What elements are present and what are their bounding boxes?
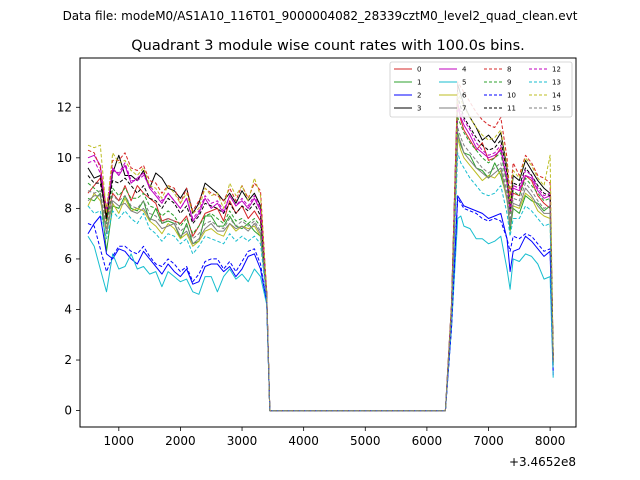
- series-line-13: [87, 152, 554, 412]
- legend-label-9: 9: [507, 79, 511, 87]
- series-line-7: [87, 134, 554, 412]
- series-line-5: [87, 215, 554, 412]
- y-tick-label: 10: [57, 151, 72, 165]
- series-line-8: [87, 81, 554, 412]
- x-tick-label: 5000: [350, 434, 381, 448]
- series-line-3: [87, 84, 554, 412]
- series-line-9: [87, 116, 554, 412]
- figure-suptitle: Data file: modeM0/AS1A10_116T01_90000040…: [63, 9, 578, 23]
- series-line-4: [87, 106, 554, 412]
- legend-label-6: 6: [462, 92, 467, 100]
- series-line-12: [87, 104, 554, 412]
- plot-frame: [79, 57, 577, 428]
- legend-label-13: 13: [552, 79, 561, 87]
- legend-label-2: 2: [417, 92, 421, 100]
- x-tick-label: 7000: [473, 434, 504, 448]
- series-layer: [87, 81, 554, 412]
- y-tick-label: 0: [64, 404, 72, 418]
- legend-label-4: 4: [462, 66, 467, 74]
- chart-title: Quadrant 3 module wise count rates with …: [131, 38, 525, 54]
- legend-label-11: 11: [507, 105, 516, 113]
- legend-box: [389, 61, 573, 118]
- legend-label-12: 12: [552, 66, 561, 74]
- x-tick-label: 1000: [104, 434, 135, 448]
- legend-label-8: 8: [507, 66, 511, 74]
- y-axis: 0 2 4 6 8 10 12: [57, 100, 80, 418]
- legend-label-10: 10: [507, 92, 516, 100]
- x-offset-label: +3.4652e8: [509, 455, 576, 469]
- x-tick-label: 3000: [227, 434, 258, 448]
- x-tick-label: 6000: [412, 434, 443, 448]
- series-line-2: [87, 195, 554, 412]
- x-tick-label: 2000: [165, 434, 196, 448]
- x-tick-label: 8000: [535, 434, 566, 448]
- x-axis: 1000 2000 3000 4000 5000 6000 7000 8000: [104, 427, 566, 448]
- legend-label-1: 1: [417, 79, 421, 87]
- y-tick-label: 12: [57, 100, 72, 114]
- series-line-14: [87, 91, 554, 412]
- series-line-6: [87, 137, 554, 412]
- legend-label-3: 3: [417, 105, 421, 113]
- y-tick-label: 2: [64, 353, 72, 367]
- y-tick-label: 6: [64, 252, 72, 266]
- legend-label-7: 7: [462, 105, 466, 113]
- legend-label-15: 15: [552, 105, 561, 113]
- y-tick-label: 8: [64, 201, 72, 215]
- y-tick-label: 4: [64, 302, 72, 316]
- legend-label-14: 14: [552, 92, 561, 100]
- x-tick-label: 4000: [288, 434, 319, 448]
- legend-label-5: 5: [462, 79, 466, 87]
- series-line-10: [87, 197, 554, 412]
- legend-label-0: 0: [417, 66, 421, 74]
